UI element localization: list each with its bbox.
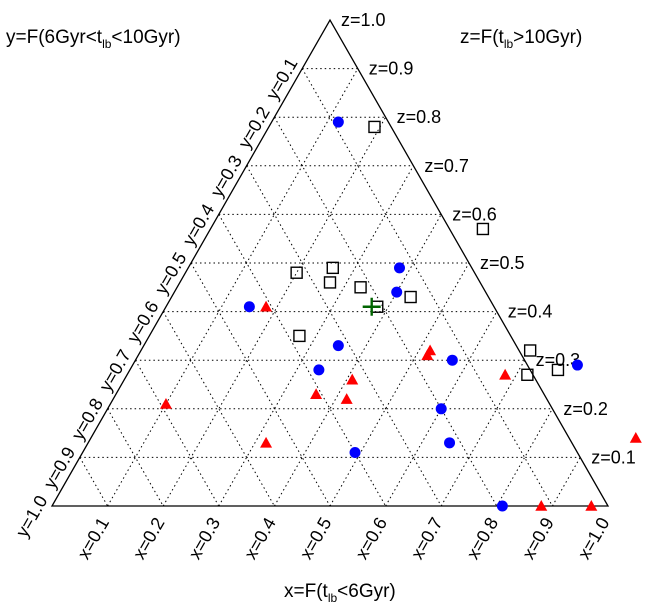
x-tick-label: x=1.0 bbox=[574, 514, 614, 563]
grid-line-y bbox=[190, 262, 331, 507]
tick-labels: z=0.1 z=0.2 z=0.3 z=0.4 z=0.5 z=0.6 z=0.7 z=0.8… bbox=[12, 10, 636, 563]
grid-line-y bbox=[218, 214, 387, 507]
z-tick-label: z=0.7 bbox=[424, 156, 469, 176]
grid-line-y bbox=[134, 359, 220, 507]
z-axis-title: z=F(tlb>10Gyr) bbox=[460, 27, 582, 51]
green-plus-marker bbox=[362, 297, 381, 316]
grid-line-y bbox=[79, 457, 109, 507]
blue-circle-marker bbox=[243, 301, 255, 313]
grid-line-y bbox=[107, 408, 164, 507]
x-tick-label: x=0.7 bbox=[407, 514, 447, 563]
z-tick-label: z=0.4 bbox=[508, 302, 553, 322]
x-tick-label: x=0.1 bbox=[73, 514, 113, 563]
blue-circle-marker bbox=[394, 262, 405, 274]
grid-line-y bbox=[162, 311, 275, 507]
grid-lines bbox=[79, 68, 581, 507]
black-square-marker bbox=[476, 222, 490, 236]
blue-circle-marker bbox=[435, 403, 447, 415]
x-tick-label: x=0.8 bbox=[463, 514, 503, 563]
red-triangle-marker bbox=[260, 436, 273, 448]
z-tick-label: z=0.1 bbox=[591, 447, 636, 467]
blue-circle-marker bbox=[391, 286, 403, 298]
grid-line-x bbox=[551, 457, 581, 507]
x-tick-label: x=0.2 bbox=[129, 514, 169, 563]
blue-circle-marker bbox=[444, 437, 456, 449]
x-tick-label: x=0.6 bbox=[351, 514, 391, 563]
black-square-marker bbox=[368, 120, 381, 134]
z-tick-label: z=0.5 bbox=[480, 253, 525, 273]
x-tick-label: x=0.4 bbox=[240, 514, 280, 563]
grid-line-x bbox=[496, 408, 553, 507]
x-tick-label: x=0.9 bbox=[518, 514, 558, 563]
black-square-marker bbox=[521, 368, 534, 381]
y-axis-title: y=F(6Gyr<tlb<10Gyr) bbox=[6, 27, 181, 51]
blue-circle-marker bbox=[313, 364, 325, 376]
red-triangle-marker bbox=[421, 349, 434, 361]
red-triangle-marker bbox=[499, 368, 512, 380]
data-markers bbox=[159, 116, 642, 512]
red-triangle-marker bbox=[159, 397, 172, 409]
red-triangle-marker bbox=[310, 388, 323, 400]
red-triangle-marker bbox=[585, 500, 598, 511]
blue-circle-marker bbox=[332, 340, 344, 352]
grid-line-x bbox=[273, 214, 442, 507]
grid-line-x bbox=[329, 262, 470, 507]
blue-circle-marker bbox=[496, 500, 508, 512]
x-tick-label: x=0.3 bbox=[185, 514, 225, 563]
grid-line-y bbox=[246, 165, 442, 507]
z-tick-label: z=0.9 bbox=[369, 59, 414, 79]
black-square-marker bbox=[290, 266, 303, 279]
black-square-marker bbox=[323, 276, 337, 289]
blue-circle-marker bbox=[446, 354, 458, 366]
z-tick-label: z=0.2 bbox=[563, 399, 608, 419]
red-triangle-marker bbox=[629, 431, 642, 443]
y-tick-label: y=1.0 bbox=[12, 492, 52, 541]
black-square-marker bbox=[326, 261, 339, 275]
grid-line-x bbox=[218, 165, 414, 507]
triangle-outline bbox=[50, 18, 610, 507]
black-square-marker bbox=[404, 290, 417, 304]
black-square-marker bbox=[354, 281, 367, 294]
x-axis-title: x=F(tlb<6Gyr) bbox=[284, 581, 396, 605]
red-triangle-marker bbox=[340, 393, 353, 404]
z-tick-label: z=0.6 bbox=[452, 204, 497, 224]
triangle-frame bbox=[50, 18, 610, 507]
blue-circle-marker bbox=[349, 447, 361, 459]
grid-line-x bbox=[385, 311, 498, 507]
z-tick-label: z=0.8 bbox=[397, 107, 442, 127]
red-triangle-marker bbox=[346, 373, 359, 385]
black-square-marker bbox=[523, 344, 537, 357]
red-triangle-marker bbox=[535, 500, 548, 511]
black-square-marker bbox=[551, 363, 565, 377]
blue-circle-marker bbox=[332, 116, 344, 128]
grid-line-x bbox=[107, 68, 359, 507]
red-triangle-marker bbox=[260, 300, 273, 312]
z-tick-label: z=1.0 bbox=[341, 10, 386, 30]
z-tick-label: z=0.3 bbox=[536, 350, 581, 370]
blue-circle-marker bbox=[571, 359, 583, 371]
black-square-marker bbox=[293, 329, 306, 343]
grid-line-y bbox=[301, 68, 553, 507]
grid-line-x bbox=[440, 359, 526, 507]
x-tick-label: x=0.5 bbox=[296, 514, 336, 563]
